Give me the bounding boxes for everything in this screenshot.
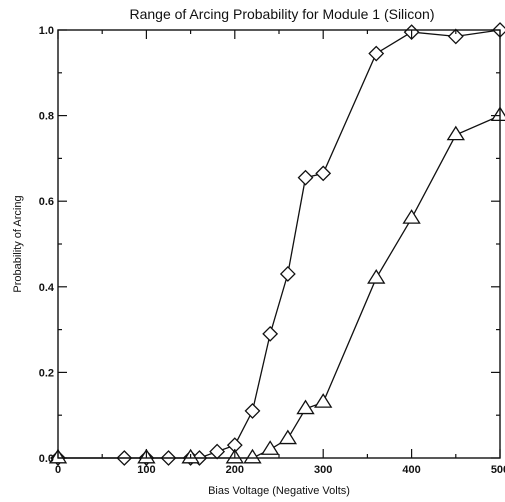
y-axis-label: Probability of Arcing	[12, 195, 24, 292]
plot-area	[48, 22, 505, 466]
data-point-triangle	[402, 209, 421, 224]
series-triangle	[48, 106, 505, 464]
data-point-triangle	[278, 429, 298, 445]
series-line	[58, 115, 501, 459]
y-tick-label: 0.4	[39, 282, 55, 294]
chart-title: Range of Arcing Probability for Module 1…	[129, 6, 434, 22]
x-tick-label: 0	[55, 464, 61, 476]
x-tick-label: 500	[491, 464, 505, 476]
data-point-diamond	[368, 45, 385, 62]
data-point-diamond	[244, 403, 261, 419]
y-tick-label: 0.8	[39, 111, 54, 123]
series-diamond	[50, 22, 505, 466]
axis-ticks: 0 100 200 300 400 500 0.0 0.2 0.4 0.6 0.8 1.0	[39, 25, 505, 476]
data-point-triangle	[446, 125, 465, 141]
data-point-diamond	[297, 169, 314, 186]
data-point-triangle	[260, 440, 280, 455]
x-axis-label: Bias Voltage (Negative Volts)	[208, 485, 350, 497]
data-point-triangle	[367, 269, 386, 284]
data-point-triangle	[314, 393, 333, 408]
series-line	[58, 29, 501, 459]
y-tick-label: 0.6	[39, 196, 54, 208]
x-tick-label: 100	[137, 464, 155, 476]
data-point-diamond	[279, 266, 296, 282]
x-tick-label: 300	[314, 464, 332, 476]
y-tick-label: 1.0	[39, 25, 54, 37]
data-point-triangle	[243, 448, 262, 464]
data-point-diamond	[209, 443, 226, 460]
y-tick-label: 0.0	[39, 453, 54, 465]
y-tick-label: 0.2	[39, 367, 54, 379]
data-point-triangle	[296, 399, 315, 415]
x-tick-label: 400	[402, 464, 420, 476]
data-point-diamond	[315, 165, 332, 182]
data-point-diamond	[447, 28, 464, 45]
plot-frame	[57, 29, 501, 459]
data-point-triangle	[490, 106, 505, 122]
x-tick-label: 200	[226, 464, 244, 476]
data-point-diamond	[262, 325, 279, 342]
